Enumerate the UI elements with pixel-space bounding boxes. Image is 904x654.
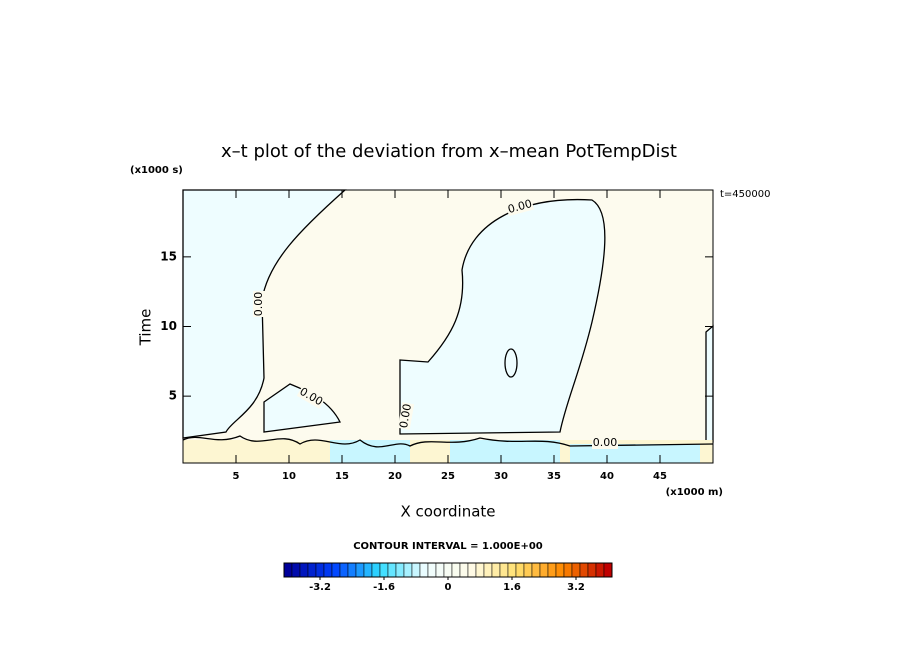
x-tick-label: 15	[335, 471, 349, 482]
colorbar-cell	[515, 562, 525, 578]
colorbar-cell	[331, 562, 341, 578]
colorbar-cell	[443, 562, 453, 578]
contour-line	[182, 435, 714, 448]
colorbar-cell	[339, 562, 349, 578]
colorbar-cell	[403, 562, 413, 578]
colorbar-cell	[555, 562, 565, 578]
contour-label-bg	[592, 437, 618, 449]
contour-label-bg	[397, 402, 415, 430]
colorbar-tick-label: 3.2	[567, 582, 585, 593]
contour-field	[182, 189, 714, 464]
colorbar-cell	[531, 562, 541, 578]
colorbar-cell	[419, 562, 429, 578]
colorbar-cell	[299, 562, 309, 578]
y-label: Time	[137, 309, 155, 347]
x-tick-label: 40	[600, 471, 614, 482]
x-tick-label: 45	[653, 471, 667, 482]
field-region	[705, 324, 714, 443]
x-tick-label: 5	[233, 471, 240, 482]
colorbar-cell	[323, 562, 333, 578]
x-tick-label: 20	[388, 471, 402, 482]
contour-label-bg	[253, 291, 265, 317]
contour-interval: CONTOUR INTERVAL = 1.000E+00	[353, 541, 543, 552]
colorbar-cell	[483, 562, 493, 578]
colorbar-cell	[315, 562, 325, 578]
colorbar-cell	[547, 562, 557, 578]
colorbar-cell	[435, 562, 445, 578]
x-label: X coordinate	[400, 503, 495, 521]
colorbar-cell	[563, 562, 573, 578]
colorbar-cell	[499, 562, 509, 578]
contour-label: 0.00	[397, 403, 414, 429]
colorbar-cell	[307, 562, 317, 578]
x-tick-label: 30	[494, 471, 508, 482]
x-tick-label: 25	[441, 471, 455, 482]
colorbar-cell	[595, 562, 605, 578]
x-unit: (x1000 m)	[666, 487, 723, 498]
colorbar-cell	[291, 562, 301, 578]
colorbar-cell	[371, 562, 381, 578]
colorbar-tick-label: -1.6	[373, 582, 395, 593]
colorbar-cell	[363, 562, 373, 578]
y-tick-label: 5	[169, 389, 177, 403]
colorbar-cell	[283, 562, 293, 578]
colorbar-tick-label: -3.2	[309, 582, 331, 593]
colorbar-cell	[523, 562, 533, 578]
contour-label: 0.00	[593, 436, 618, 449]
x-tick-label: 35	[547, 471, 561, 482]
colorbar-cell	[579, 562, 589, 578]
contour-label: 0.00	[506, 197, 533, 216]
colorbar-cell	[475, 562, 485, 578]
colorbar-cell	[539, 562, 549, 578]
colorbar-cell	[603, 562, 613, 578]
colorbar-cell	[587, 562, 597, 578]
x-tick-label: 10	[282, 471, 296, 482]
time-note: t=450000	[720, 189, 770, 200]
colorbar-cell	[427, 562, 437, 578]
colorbar-cell	[395, 562, 405, 578]
colorbar-cell	[507, 562, 517, 578]
contour-line	[504, 348, 518, 378]
colorbar-cell	[347, 562, 357, 578]
colorbar-cell	[491, 562, 501, 578]
colorbar-cell	[387, 562, 397, 578]
chart-title: x–t plot of the deviation from x–mean Po…	[221, 141, 677, 162]
colorbar-cell	[571, 562, 581, 578]
colorbar-cell	[355, 562, 365, 578]
colorbar-cell	[459, 562, 469, 578]
colorbar-tick-label: 0	[445, 582, 452, 593]
y-tick-label: 15	[160, 249, 177, 263]
contour-label: 0.00	[252, 292, 265, 317]
colorbar-cell	[451, 562, 461, 578]
colorbar-cell	[467, 562, 477, 578]
colorbar-cell	[379, 562, 389, 578]
colorbar-tick-label: 1.6	[503, 582, 521, 593]
contour-label-bg	[505, 197, 535, 217]
y-unit: (x1000 s)	[130, 165, 183, 176]
colorbar-cell	[411, 562, 421, 578]
field-region	[399, 198, 606, 435]
contour-label-bg	[296, 385, 326, 409]
y-tick-label: 10	[160, 319, 177, 333]
